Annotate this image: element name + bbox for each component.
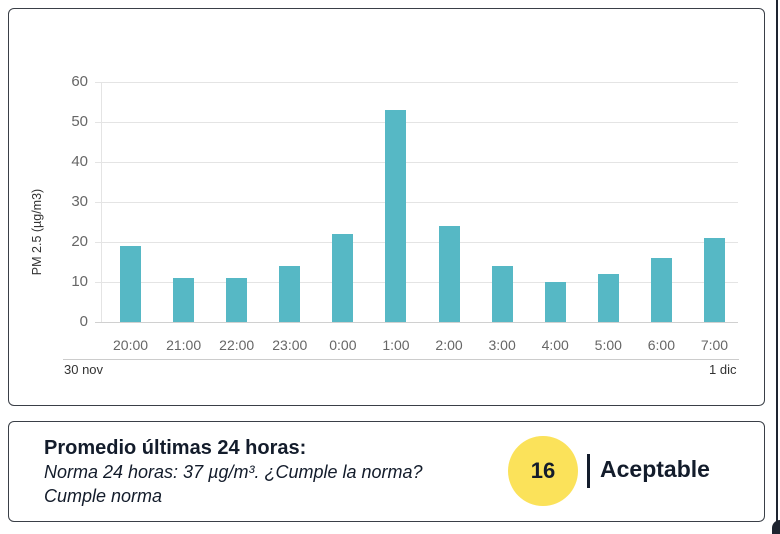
bar — [438, 226, 460, 322]
bar — [226, 278, 248, 322]
window-edge — [776, 0, 780, 534]
x-tick-label: 1:00 — [382, 337, 410, 353]
bar — [385, 110, 407, 322]
x-tick-label: 23:00 — [272, 337, 308, 353]
x-tick-label: 4:00 — [541, 337, 569, 353]
gridline — [95, 122, 738, 123]
gridline — [95, 162, 738, 163]
bar — [120, 246, 142, 322]
y-tick-label: 0 — [79, 313, 88, 330]
y-tick-label: 30 — [71, 193, 88, 210]
y-tick-label: 60 — [71, 73, 88, 90]
x-tick-label: 3:00 — [488, 337, 516, 353]
bar — [332, 234, 354, 322]
gridline — [95, 242, 738, 243]
summary-title: Promedio últimas 24 horas: — [44, 437, 307, 459]
bar — [650, 258, 672, 322]
gridline — [95, 202, 738, 203]
bar — [597, 274, 619, 322]
x-tick-label: 0:00 — [329, 337, 357, 353]
x-tick-label: 21:00 — [166, 337, 202, 353]
x-tick-label: 20:00 — [113, 337, 149, 353]
x-tick-label: 2:00 — [435, 337, 463, 353]
summary-card — [8, 421, 765, 522]
compliance-text: Cumple norma — [44, 486, 163, 506]
status-label: Aceptable — [600, 456, 710, 482]
date-end-label: 1 dic — [709, 362, 737, 377]
y-tick-label: 50 — [71, 113, 88, 130]
date-start-label: 30 nov — [64, 362, 104, 377]
y-tick-label: 40 — [71, 153, 88, 170]
y-tick-label: 20 — [71, 233, 88, 250]
bar — [703, 238, 725, 322]
x-tick-label: 6:00 — [647, 337, 675, 353]
gridline — [95, 82, 738, 83]
bar — [491, 266, 513, 322]
window-corner — [772, 520, 780, 534]
x-tick-label: 7:00 — [700, 337, 729, 353]
x-tick-label: 5:00 — [594, 337, 622, 353]
date-axis-line — [63, 359, 739, 360]
bar — [544, 282, 566, 322]
average-value-badge: 16 — [508, 436, 578, 506]
status-divider — [587, 454, 590, 488]
y-axis-label: PM 2.5 (µg/m3) — [30, 188, 44, 276]
norm-text: Norma 24 horas: 37 µg/m³. ¿Cumple la nor… — [44, 462, 423, 482]
bar — [173, 278, 195, 322]
y-tick-label: 10 — [71, 273, 88, 290]
bar — [279, 266, 301, 322]
gridline — [95, 282, 738, 283]
x-tick-label: 22:00 — [219, 337, 255, 353]
gridline — [95, 322, 738, 323]
